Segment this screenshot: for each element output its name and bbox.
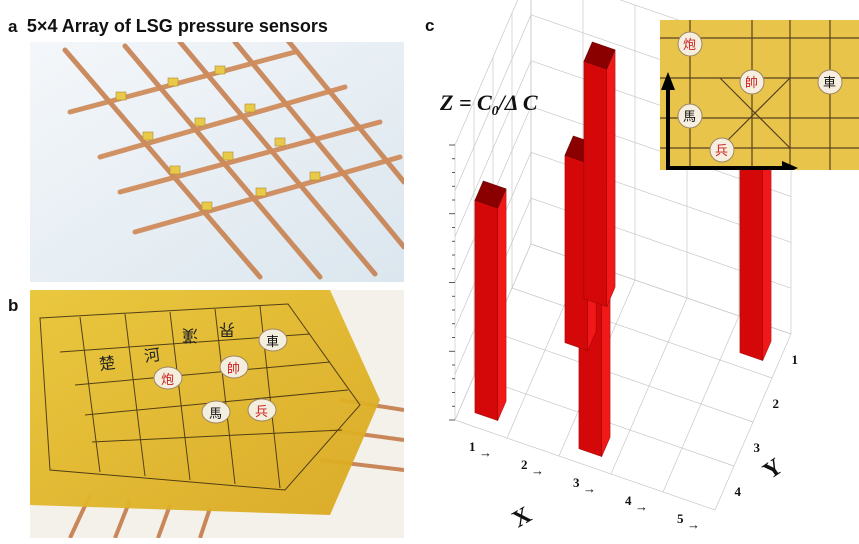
bar-face-side [587, 143, 597, 351]
panel-b-label: b [8, 296, 19, 315]
floor-grid-line [530, 243, 792, 335]
chess-piece: 車 [258, 328, 288, 352]
sensor-pads [115, 65, 321, 211]
y-tick-label: 4 [735, 484, 742, 499]
inset-pieces: 炮 帥 車 馬 兵 [677, 31, 843, 163]
chart-title-subscript: 0 [492, 104, 499, 119]
chess-piece: 兵 [247, 398, 277, 422]
chess-pieces: 炮 帥 車 馬 兵 [153, 328, 288, 424]
chart-title: Z = C0/Δ C [439, 90, 538, 119]
river-char-3: 漢 [182, 326, 198, 344]
inset-piece: 馬 [677, 103, 703, 129]
x-tick-label: 5 [677, 511, 684, 526]
x-tick-marker: → [687, 517, 700, 532]
bar-face-front [739, 139, 763, 361]
floor-grid-line [610, 297, 688, 475]
svg-text:車: 車 [823, 75, 836, 90]
photo-chess-board: 楚 河 漢 界 炮 帥 車 馬 兵 [30, 290, 404, 538]
svg-text:馬: 馬 [683, 109, 696, 124]
chess-piece: 帥 [219, 355, 249, 379]
panel-a-title: 5×4 Array of LSG pressure sensors [26, 16, 328, 36]
svg-text:炮: 炮 [683, 37, 696, 52]
y-tick-label: 2 [773, 396, 780, 411]
svg-text:帥: 帥 [227, 361, 240, 376]
floor-grid-line [558, 279, 636, 457]
river-char-1: 楚 [98, 354, 116, 374]
sensor-array-illustration [30, 42, 404, 282]
x-tick-label: 1 [469, 439, 476, 454]
floor-grid-line [473, 375, 735, 467]
bar-face-front [564, 154, 588, 351]
bar-face-top [474, 180, 507, 209]
bar-face-top [578, 179, 611, 207]
floor-grid-line [454, 243, 532, 421]
svg-text:炮: 炮 [161, 372, 174, 387]
bar-face-side [497, 188, 507, 421]
inset-piece: 炮 [677, 31, 703, 57]
floor-grid-line [506, 261, 584, 439]
floor-grid-line [492, 331, 754, 423]
x-tick-marker: → [583, 481, 596, 496]
wall-grid-line [454, 151, 792, 329]
inset-piece: 帥 [739, 69, 765, 95]
bar-face-front [578, 198, 602, 457]
chess-piece: 炮 [153, 366, 183, 390]
y-tick-label: 1 [792, 352, 799, 367]
chess-piece: 馬 [201, 400, 231, 424]
x-tick-label: 3 [573, 475, 580, 490]
x-tick-marker: → [531, 463, 544, 478]
panel-c-label: c [425, 16, 435, 35]
x-tick-marker: → [635, 499, 648, 514]
inset-board-illustration: 炮 帥 車 馬 兵 [660, 20, 859, 170]
chart-title-rest: /Δ C [497, 90, 538, 115]
bar-face-side [606, 49, 616, 307]
river-char-2: 河 [143, 346, 161, 366]
bar [578, 179, 611, 457]
floor-grid-line [454, 419, 716, 511]
bar-face-front [583, 60, 607, 307]
floor-grid-line [714, 333, 792, 511]
chart-title-main: Z = C [439, 90, 492, 115]
inset-piece: 車 [817, 69, 843, 95]
bar [474, 180, 507, 421]
svg-text:兵: 兵 [255, 404, 268, 419]
bar-face-top [583, 41, 616, 70]
inset-chess-board: 炮 帥 車 馬 兵 Y X [660, 20, 859, 170]
svg-text:兵: 兵 [715, 143, 728, 158]
panel-a-letter: a [8, 17, 18, 36]
svg-text:帥: 帥 [745, 75, 758, 90]
bar-face-side [601, 187, 611, 457]
svg-text:馬: 馬 [209, 406, 222, 421]
svg-text:車: 車 [266, 334, 279, 349]
y-tick-label: 3 [754, 440, 761, 455]
x-axis-label: X [508, 502, 537, 534]
river-char-4: 界 [219, 320, 235, 338]
wall-grid-line [454, 243, 792, 421]
floor-grid-line [511, 287, 773, 379]
bar [583, 41, 616, 307]
panel-a-label: a 5×4 Array of LSG pressure sensors [8, 16, 328, 37]
x-tick-label: 4 [625, 493, 632, 508]
inset-axes [661, 72, 798, 170]
y-axis-label: Y [759, 454, 788, 485]
x-tick-marker: → [479, 445, 492, 460]
photo-sensor-array [30, 42, 404, 282]
wall-grid-line [454, 197, 792, 375]
floor-grid-line [662, 315, 740, 493]
bar-face-top [564, 135, 597, 164]
bar [564, 135, 597, 351]
river-text: 楚 河 漢 界 [98, 320, 235, 374]
x-tick-label: 2 [521, 457, 528, 472]
bar-face-front [474, 199, 498, 421]
inset-piece: 兵 [709, 137, 735, 163]
chess-board-illustration: 楚 河 漢 界 炮 帥 車 馬 兵 [30, 290, 404, 538]
